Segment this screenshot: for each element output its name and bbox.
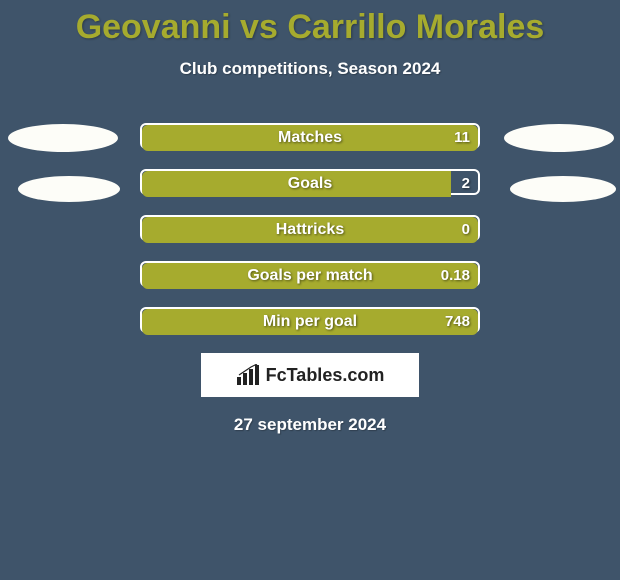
player-left-oval-2 [18,176,120,202]
player-right-oval-1 [504,124,614,152]
comparison-card: Geovanni vs Carrillo Morales Club compet… [0,0,620,580]
stat-value: 2 [462,171,470,197]
stat-rows: Matches11 Goals2 Hattricks0 Goals per match… [140,123,480,333]
player-right-oval-2 [510,176,616,202]
stat-row: Goals per match0.18 [140,261,480,287]
page-title: Geovanni vs Carrillo Morales [0,0,620,47]
stat-row: Goals2 [140,169,480,195]
stat-row: Hattricks0 [140,215,480,241]
stat-bar [142,263,478,289]
stat-row: Min per goal748 [140,307,480,333]
bar-chart-icon [236,364,262,386]
stat-bar [142,125,478,151]
subtitle: Club competitions, Season 2024 [0,59,620,79]
stat-bar [142,217,478,243]
player-left-oval-1 [8,124,118,152]
stat-bar [142,309,478,335]
stat-row: Matches11 [140,123,480,149]
logo-text: FcTables.com [266,365,385,386]
date-label: 27 september 2024 [0,415,620,435]
stat-bar [142,171,451,197]
logo-box: FcTables.com [201,353,419,397]
